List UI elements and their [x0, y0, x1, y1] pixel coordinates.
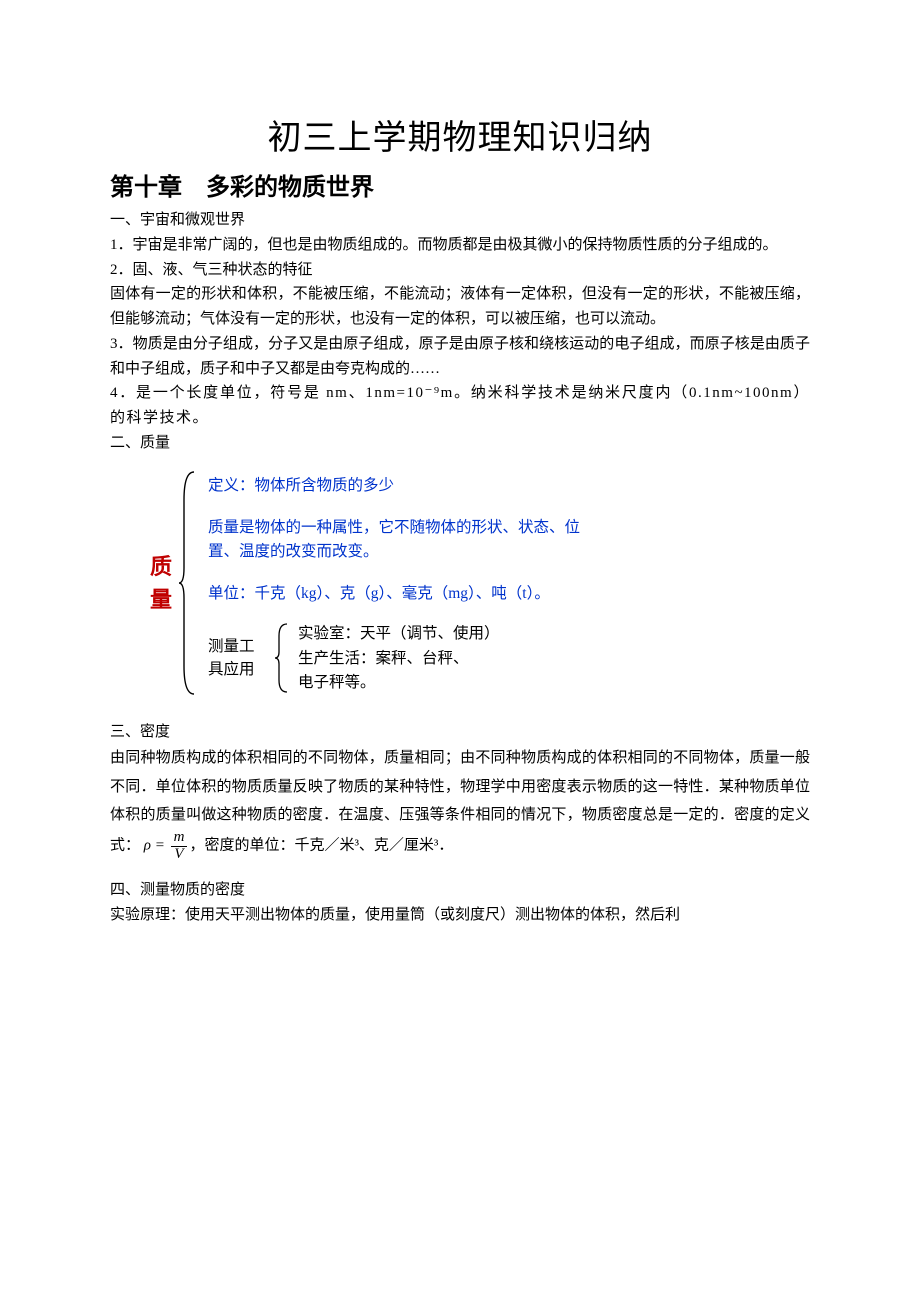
document-title: 初三上学期物理知识归纳 — [110, 110, 810, 159]
concept-property: 质量是物体的一种属性，它不随物体的形状、状态、位置、温度的改变而改变。 — [208, 516, 588, 564]
section-1-p2: 固体有一定的形状和体积，不能被压缩，不能流动；液体有一定体积，但没有一定的形状，… — [110, 282, 810, 332]
formula-rho: ρ — [144, 837, 151, 853]
section-2-head: 二、质量 — [110, 431, 810, 456]
concept-tools-life-1: 生产生活：案秤、台秤、 — [298, 648, 500, 670]
concept-root-label: 质 量 — [150, 470, 176, 696]
concept-body: 定义：物体所含物质的多少 质量是物体的一种属性，它不随物体的形状、状态、位置、温… — [198, 470, 588, 696]
concept-root-char-2: 量 — [150, 583, 176, 616]
brace-icon — [178, 470, 198, 696]
formula-numerator: m — [171, 830, 188, 847]
section-1-p1: 1．宇宙是非常广阔的，但也是由物质组成的。而物质都是由极其微小的保持物质性质的分… — [110, 233, 810, 258]
spacer — [110, 706, 810, 720]
concept-tools: 测量工 具应用 实验室：天平（调节、使用） 生产生活：案秤、台秤、 电子秤等。 — [208, 622, 588, 695]
concept-units: 单位：千克（kg）、克（g）、毫克（mg）、吨（t）。 — [208, 582, 588, 606]
concept-root-char-1: 质 — [150, 550, 176, 583]
section-1-p2-head: 2．固、液、气三种状态的特征 — [110, 258, 810, 283]
concept-tools-label: 测量工 具应用 — [208, 622, 272, 695]
concept-map-mass: 质 量 定义：物体所含物质的多少 质量是物体的一种属性，它不随物体的形状、状态、… — [150, 470, 810, 696]
section-4-head: 四、测量物质的密度 — [110, 878, 810, 903]
section-1-p3: 3．物质是由分子组成，分子又是由原子组成，原子是由原子核和绕核运动的电子组成，而… — [110, 332, 810, 382]
concept-tools-label-1: 测量工 — [208, 636, 272, 658]
section-3-body: 由同种物质构成的体积相同的不同物体，质量相同；由不同种物质构成的体积相同的不同物… — [110, 744, 810, 862]
concept-tools-label-2: 具应用 — [208, 659, 272, 681]
brace-icon-small — [274, 622, 290, 695]
formula-fraction: mV — [171, 830, 188, 863]
section-4-p1: 实验原理：使用天平测出物体的质量，使用量筒（或刻度尺）测出物体的体积，然后利 — [110, 903, 810, 928]
concept-tools-body: 实验室：天平（调节、使用） 生产生活：案秤、台秤、 电子秤等。 — [290, 622, 500, 695]
page: 初三上学期物理知识归纳 第十章 多彩的物质世界 一、宇宙和微观世界 1．宇宙是非… — [0, 0, 920, 988]
spacer — [110, 862, 810, 878]
formula-eq: = — [151, 837, 169, 853]
section-3-head: 三、密度 — [110, 720, 810, 745]
section-1-p4: 4．是一个长度单位，符号是 nm、1nm=10⁻⁹m。纳米科学技术是纳米尺度内（… — [110, 381, 810, 431]
section-3-text-b: ，密度的单位：千克／米³、克／厘米³． — [189, 837, 453, 853]
formula-denominator: V — [171, 847, 188, 863]
concept-tools-life-2: 电子秤等。 — [298, 672, 500, 694]
concept-definition: 定义：物体所含物质的多少 — [208, 474, 588, 498]
concept-tools-lab: 实验室：天平（调节、使用） — [298, 623, 500, 645]
chapter-title: 第十章 多彩的物质世界 — [110, 167, 810, 202]
section-1-head: 一、宇宙和微观世界 — [110, 208, 810, 233]
